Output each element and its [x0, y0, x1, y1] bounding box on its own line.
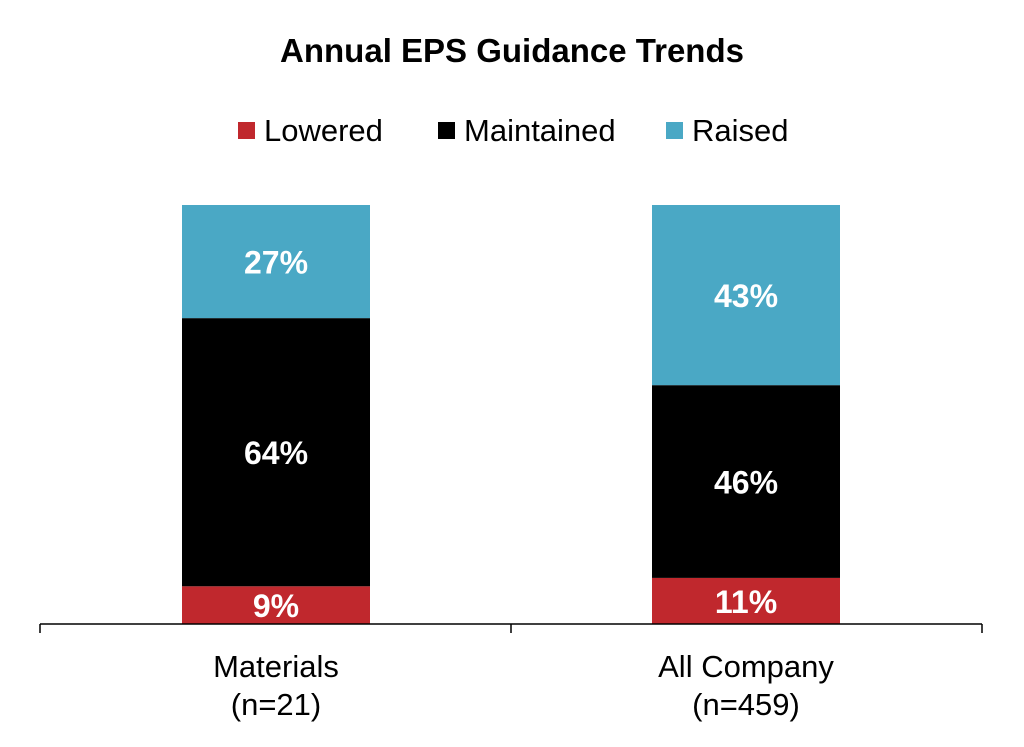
- bar-all-company-raised: [652, 205, 840, 386]
- bars: 9% 64% 27% 11% 46% 43%: [182, 205, 840, 624]
- legend-label-lowered: Lowered: [264, 113, 383, 148]
- legend-label-raised: Raised: [692, 113, 789, 148]
- bar-materials-raised: [182, 205, 370, 319]
- category-label-all-company: All Company: [658, 649, 834, 684]
- bar-all-company-maintained: [652, 385, 840, 578]
- data-label-materials-raised: 27%: [244, 245, 308, 281]
- data-label-all-company-maintained: 46%: [714, 465, 778, 501]
- chart-title: Annual EPS Guidance Trends: [280, 32, 744, 69]
- data-label-materials-maintained: 64%: [244, 435, 308, 471]
- category-label-all-company-count: (n=459): [692, 687, 800, 722]
- bar-materials-maintained: [182, 318, 370, 587]
- data-label-materials-lowered: 9%: [253, 588, 299, 624]
- category-label-materials-count: (n=21): [231, 687, 321, 722]
- legend-swatch-maintained: [438, 122, 455, 139]
- data-label-all-company-lowered: 11%: [715, 584, 777, 620]
- legend: Lowered Maintained Raised: [238, 113, 789, 148]
- x-axis: Materials(n=21) All Company(n=459): [39, 623, 983, 722]
- data-label-all-company-raised: 43%: [714, 278, 778, 314]
- legend-label-maintained: Maintained: [464, 113, 616, 148]
- bar-materials-lowered: [182, 586, 370, 624]
- legend-swatch-lowered: [238, 122, 255, 139]
- category-label-materials: Materials: [213, 649, 339, 684]
- bar-all-company-lowered: [652, 577, 840, 624]
- legend-swatch-raised: [666, 122, 683, 139]
